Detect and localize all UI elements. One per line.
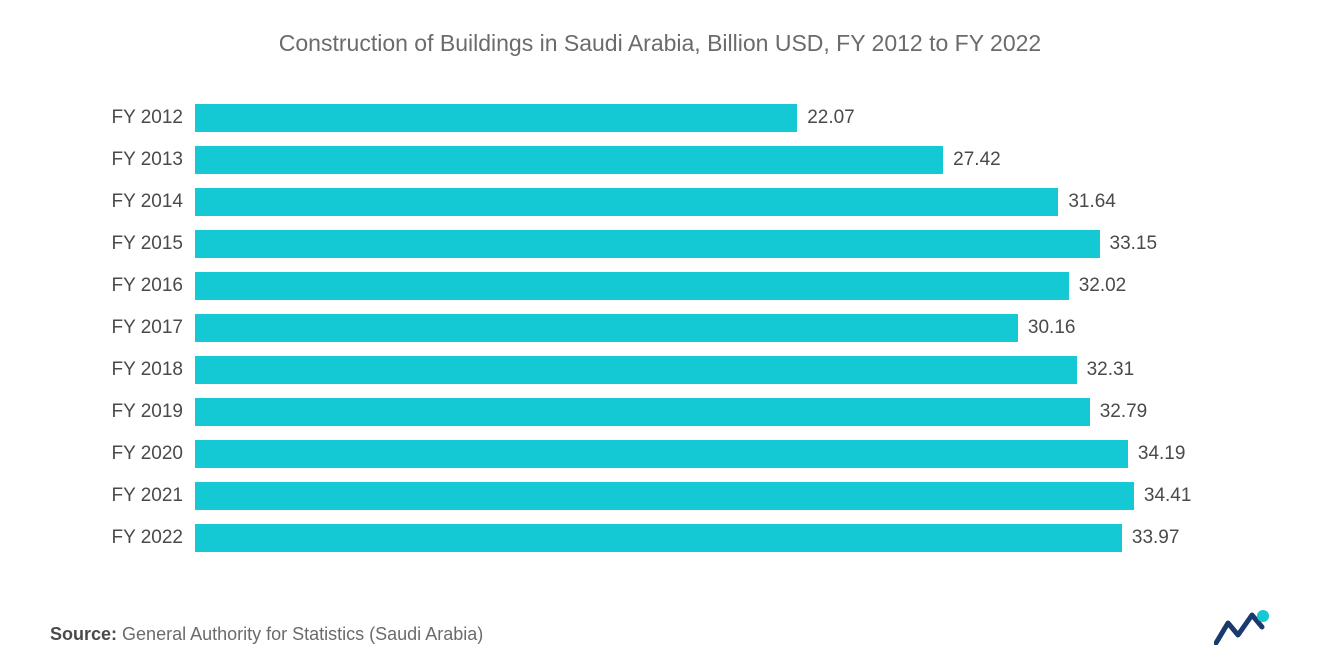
bar-value: 22.07 [797, 107, 855, 129]
bar-label: FY 2015 [110, 233, 195, 255]
bar-fill: 33.15 [195, 230, 1100, 258]
bar-value: 34.41 [1134, 485, 1192, 507]
bar-label: FY 2013 [110, 149, 195, 171]
bar-track: 30.16 [195, 314, 1150, 342]
bar-row: FY 2019 32.79 [110, 391, 1150, 433]
bar-fill: 34.19 [195, 440, 1128, 468]
bar-label: FY 2014 [110, 191, 195, 213]
source-text: General Authority for Statistics (Saudi … [122, 624, 483, 644]
bar-fill: 27.42 [195, 146, 943, 174]
bar-value: 32.79 [1090, 401, 1148, 423]
bar-label: FY 2012 [110, 107, 195, 129]
bar-row: FY 2014 31.64 [110, 181, 1150, 223]
bar-row: FY 2021 34.41 [110, 475, 1150, 517]
bar-fill: 32.02 [195, 272, 1069, 300]
bar-label: FY 2020 [110, 443, 195, 465]
bar-label: FY 2019 [110, 401, 195, 423]
bar-track: 34.41 [195, 482, 1150, 510]
bar-fill: 31.64 [195, 188, 1058, 216]
footer: Source: General Authority for Statistics… [50, 605, 1270, 645]
bar-track: 27.42 [195, 146, 1150, 174]
bar-row: FY 2020 34.19 [110, 433, 1150, 475]
bar-fill: 32.79 [195, 398, 1090, 426]
bar-value: 27.42 [943, 149, 1001, 171]
bar-fill: 33.97 [195, 524, 1122, 552]
bar-track: 22.07 [195, 104, 1150, 132]
bar-value: 32.31 [1077, 359, 1135, 381]
bar-track: 33.97 [195, 524, 1150, 552]
brand-logo-icon [1214, 605, 1270, 645]
source-citation: Source: General Authority for Statistics… [50, 624, 483, 645]
bar-fill: 34.41 [195, 482, 1134, 510]
bar-row: FY 2013 27.42 [110, 139, 1150, 181]
bar-value: 33.15 [1100, 233, 1158, 255]
bar-label: FY 2022 [110, 527, 195, 549]
bar-fill: 22.07 [195, 104, 797, 132]
bar-track: 33.15 [195, 230, 1150, 258]
bar-track: 31.64 [195, 188, 1150, 216]
bar-track: 32.79 [195, 398, 1150, 426]
bar-value: 34.19 [1128, 443, 1186, 465]
bar-label: FY 2021 [110, 485, 195, 507]
bar-value: 32.02 [1069, 275, 1127, 297]
bar-row: FY 2012 22.07 [110, 97, 1150, 139]
bar-fill: 32.31 [195, 356, 1077, 384]
bar-label: FY 2017 [110, 317, 195, 339]
bar-label: FY 2016 [110, 275, 195, 297]
bar-row: FY 2016 32.02 [110, 265, 1150, 307]
bar-track: 32.02 [195, 272, 1150, 300]
bar-label: FY 2018 [110, 359, 195, 381]
source-prefix: Source: [50, 624, 117, 644]
bar-track: 34.19 [195, 440, 1150, 468]
bar-value: 31.64 [1058, 191, 1116, 213]
chart-area: FY 2012 22.07 FY 2013 27.42 FY 2014 31.6… [50, 97, 1270, 559]
bar-row: FY 2022 33.97 [110, 517, 1150, 559]
bar-row: FY 2018 32.31 [110, 349, 1150, 391]
bar-fill: 30.16 [195, 314, 1018, 342]
bar-value: 30.16 [1018, 317, 1076, 339]
bar-row: FY 2017 30.16 [110, 307, 1150, 349]
bar-value: 33.97 [1122, 527, 1180, 549]
bar-row: FY 2015 33.15 [110, 223, 1150, 265]
chart-title: Construction of Buildings in Saudi Arabi… [50, 30, 1270, 57]
bar-track: 32.31 [195, 356, 1150, 384]
